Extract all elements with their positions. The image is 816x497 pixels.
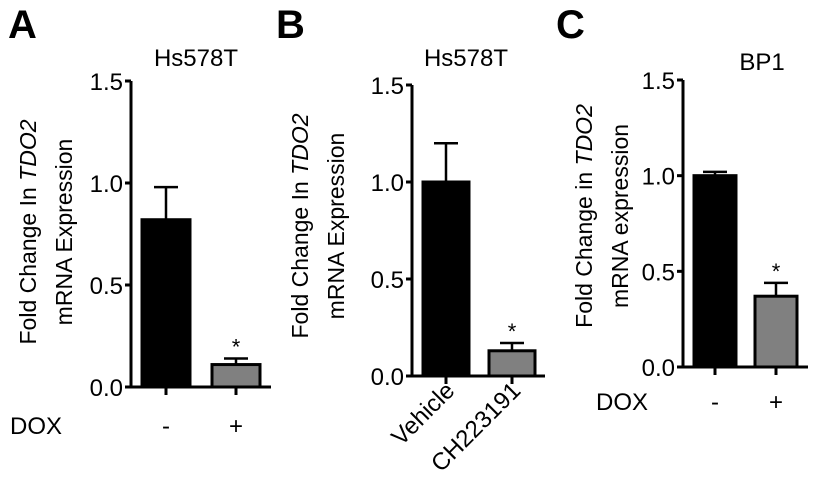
gene-name: TDO2 — [571, 104, 597, 166]
y-tick-label: 1.5 — [90, 69, 123, 96]
y-tick-label: 1.5 — [371, 73, 404, 100]
panel-letter: B — [276, 3, 305, 47]
panel-title: BP1 — [739, 49, 784, 76]
bar-treatment — [487, 349, 537, 378]
x-axis-label: DOX — [10, 413, 62, 440]
y-tick-label: 0.0 — [371, 364, 404, 391]
bar-control — [692, 174, 738, 369]
y-tick-label: 0.5 — [90, 273, 123, 300]
x-category-label: - — [162, 413, 170, 440]
gene-name: TDO2 — [287, 113, 313, 175]
panel-a: A Hs578T 0.0 0.5 1.0 1.5 Fold Change In TDO2 mR… — [8, 3, 271, 440]
y-axis-label-line1: Fold Change In TDO2 — [287, 113, 313, 338]
y-axis-label-line2: mRNA expression — [607, 124, 633, 308]
y-axis-label-text: Fold Change In — [287, 175, 313, 339]
y-axis-label-line1: Fold Change In TDO2 — [15, 119, 41, 344]
x-category-label: - — [711, 389, 719, 416]
panel-c: C BP1 0.0 0.5 1.0 1.5 Fold Change in TDO2 mRNA … — [556, 3, 808, 416]
y-axis-label-text: Fold Change In — [15, 181, 41, 345]
panel-letter: C — [556, 3, 585, 47]
panel-b: B Hs578T 0.0 0.5 1.0 1.5 Fold Change In TDO2 mR… — [276, 3, 545, 477]
panel-letter: A — [8, 3, 37, 47]
bar-control — [421, 180, 471, 378]
panel-title: Hs578T — [154, 45, 238, 72]
significance-asterisk: * — [508, 319, 517, 344]
y-tick-label: 0.0 — [90, 375, 123, 402]
panel-title: Hs578T — [424, 45, 508, 72]
x-category-label: + — [229, 413, 243, 440]
y-axis-label-line2: mRNA Expression — [51, 139, 77, 326]
x-axis-label: DOX — [596, 389, 648, 416]
x-category-label: + — [769, 389, 783, 416]
y-tick-label: 1.5 — [642, 68, 675, 95]
y-tick-label: 1.0 — [642, 164, 675, 191]
y-tick-label: 0.5 — [642, 259, 675, 286]
y-axis-label-text: Fold Change in — [571, 165, 597, 327]
bar-control — [140, 218, 192, 389]
y-tick-label: 0.5 — [371, 267, 404, 294]
significance-asterisk: * — [232, 334, 241, 359]
significance-asterisk: * — [772, 259, 781, 284]
gene-name: TDO2 — [15, 119, 41, 181]
bar-treatment — [210, 363, 262, 389]
y-axis-label-line2: mRNA Expression — [323, 133, 349, 320]
y-tick-label: 1.0 — [371, 170, 404, 197]
y-axis-label-line1: Fold Change in TDO2 — [571, 104, 597, 328]
y-tick-label: 1.0 — [90, 171, 123, 198]
bar-treatment — [753, 294, 799, 369]
y-tick-label: 0.0 — [642, 355, 675, 382]
